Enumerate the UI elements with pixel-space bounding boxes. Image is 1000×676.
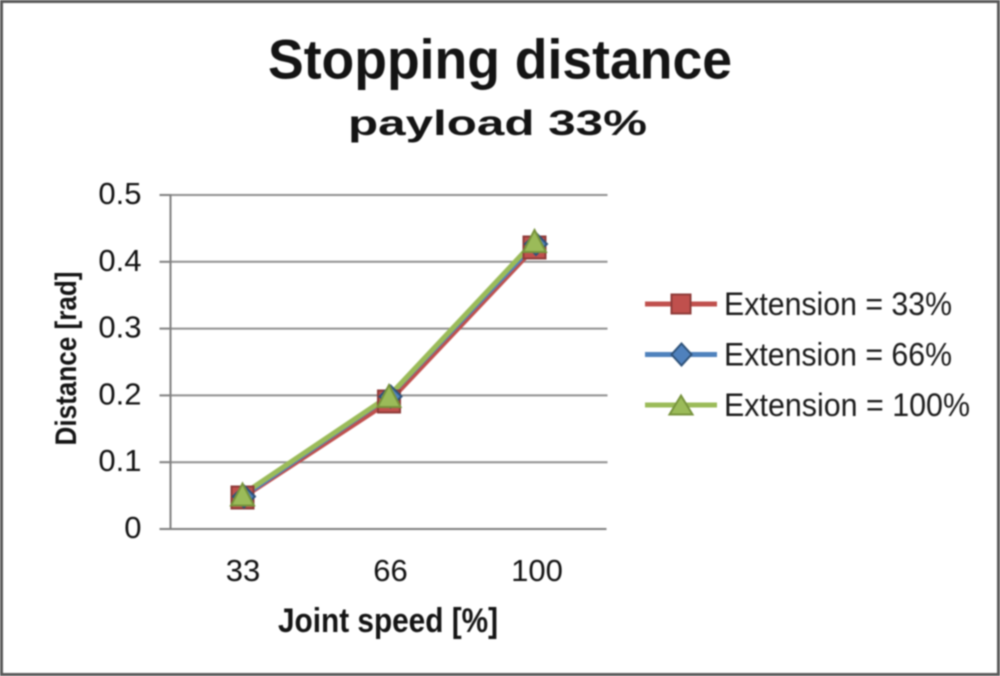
- svg-text:Distance [rad]: Distance [rad]: [50, 272, 83, 446]
- svg-text:100: 100: [511, 553, 563, 588]
- svg-text:0.5: 0.5: [98, 176, 141, 211]
- svg-text:Joint speed [%]: Joint speed [%]: [278, 602, 498, 640]
- svg-text:66: 66: [373, 553, 407, 588]
- svg-text:Stopping distance: Stopping distance: [268, 28, 732, 91]
- svg-text:0.2: 0.2: [98, 376, 141, 411]
- svg-text:0: 0: [124, 510, 141, 545]
- svg-text:0.1: 0.1: [98, 443, 141, 478]
- svg-text:Extension = 100%: Extension = 100%: [724, 387, 970, 423]
- svg-text:Extension = 66%: Extension = 66%: [724, 337, 952, 373]
- svg-text:0.4: 0.4: [98, 243, 141, 278]
- svg-text:0.3: 0.3: [98, 310, 141, 345]
- svg-text:payload 33%: payload 33%: [348, 104, 647, 143]
- svg-text:Extension = 33%: Extension = 33%: [724, 286, 952, 322]
- svg-text:33: 33: [226, 553, 260, 588]
